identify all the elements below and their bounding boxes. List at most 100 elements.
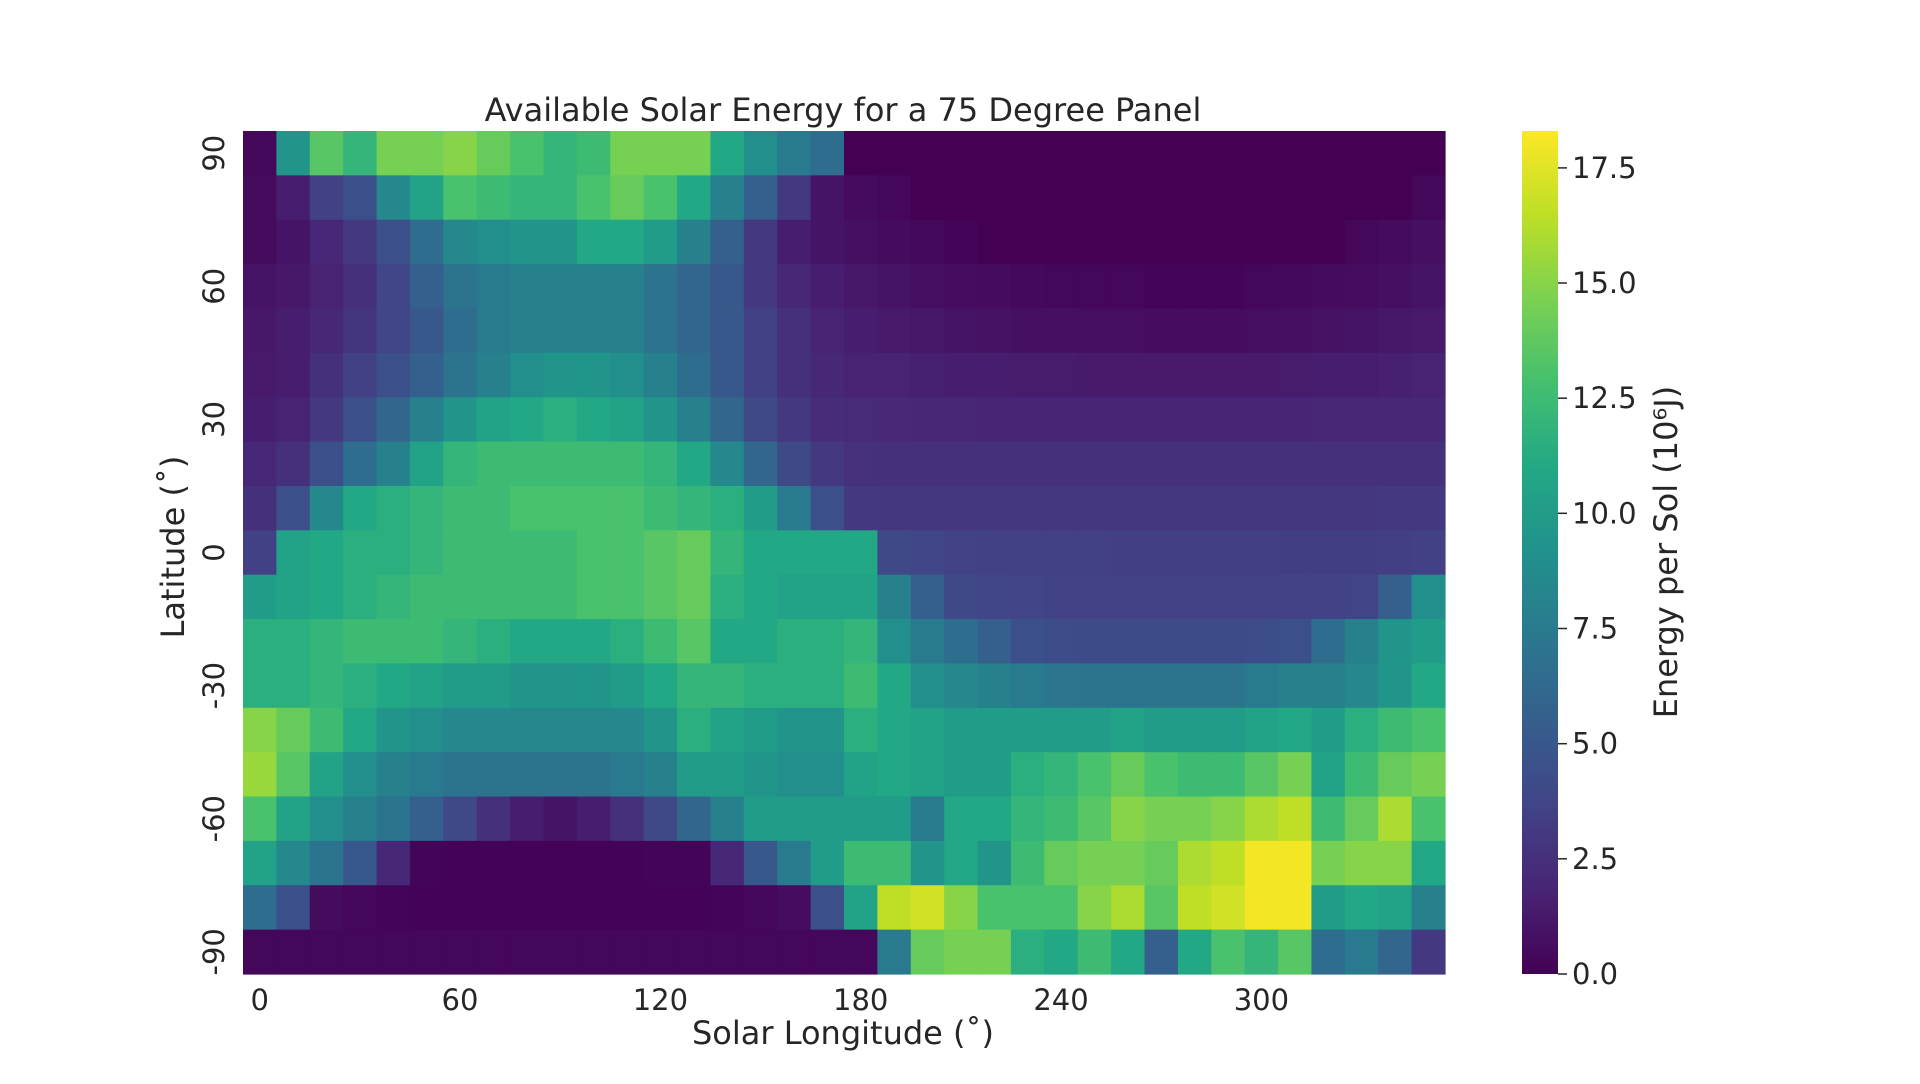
- heatmap-cell: [576, 441, 611, 487]
- heatmap-cell: [1211, 840, 1246, 886]
- heatmap-cell: [643, 663, 678, 709]
- heatmap-cell: [844, 175, 878, 221]
- heatmap-cell: [677, 663, 712, 709]
- heatmap-cell: [643, 619, 678, 665]
- heatmap-cell: [1411, 485, 1446, 531]
- heatmap-cell: [877, 574, 912, 620]
- heatmap-cell: [276, 131, 311, 176]
- heatmap-cell: [710, 352, 745, 398]
- heatmap-cell: [1177, 707, 1212, 753]
- heatmap-cell: [1278, 441, 1313, 487]
- heatmap-cell: [576, 530, 611, 576]
- heatmap-cell: [576, 840, 611, 886]
- heatmap-cell: [643, 219, 678, 265]
- heatmap-cell: [710, 485, 745, 531]
- heatmap-cell: [376, 131, 411, 176]
- heatmap-cell: [710, 219, 745, 265]
- heatmap-cell: [243, 441, 277, 487]
- heatmap-cell: [276, 264, 311, 310]
- heatmap-cell: [710, 131, 745, 176]
- heatmap-cell: [1144, 352, 1179, 398]
- heatmap-cell: [944, 752, 979, 798]
- heatmap-cell: [1010, 352, 1045, 398]
- heatmap-cell: [1378, 752, 1413, 798]
- heatmap-cell: [543, 441, 578, 487]
- heatmap-cell: [643, 530, 678, 576]
- heatmap-cell: [777, 663, 812, 709]
- heatmap-cell: [1177, 752, 1212, 798]
- heatmap-cell: [1077, 619, 1112, 665]
- heatmap-cell: [443, 131, 478, 176]
- heatmap-cell: [1077, 530, 1112, 576]
- heatmap-cell: [1378, 352, 1413, 398]
- heatmap-cell: [1344, 796, 1379, 842]
- heatmap-cell: [576, 397, 611, 443]
- heatmap-cell: [1044, 131, 1079, 176]
- heatmap-cell: [1244, 352, 1279, 398]
- heatmap-cell: [1010, 485, 1045, 531]
- heatmap-cell: [1144, 840, 1179, 886]
- heatmap-cell: [877, 707, 912, 753]
- heatmap-cell: [1344, 707, 1379, 753]
- heatmap-cell: [610, 219, 645, 265]
- heatmap-cell: [1044, 752, 1079, 798]
- heatmap-cell: [1010, 131, 1045, 176]
- heatmap-cell: [743, 352, 778, 398]
- heatmap-cell: [1311, 352, 1346, 398]
- heatmap-cell: [1278, 308, 1313, 354]
- heatmap-cell: [643, 752, 678, 798]
- heatmap-cell: [977, 264, 1012, 310]
- heatmap-cell: [777, 752, 812, 798]
- heatmap-cell: [643, 352, 678, 398]
- heatmap-cell: [710, 530, 745, 576]
- y-axis-ticks: 90 60 30 0 -30 -60 -90: [197, 135, 231, 976]
- heatmap-cell: [409, 619, 444, 665]
- heatmap-cell: [476, 929, 511, 975]
- heatmap-cell: [1211, 619, 1246, 665]
- heatmap-cell: [743, 929, 778, 975]
- heatmap-cell: [476, 308, 511, 354]
- heatmap-cell: [1378, 574, 1413, 620]
- heatmap-cell: [576, 929, 611, 975]
- heatmap-cell: [844, 441, 878, 487]
- heatmap-cell: [376, 352, 411, 398]
- heatmap-cell: [1378, 885, 1413, 931]
- heatmap-cell: [710, 663, 745, 709]
- heatmap-cell: [1144, 885, 1179, 931]
- heatmap-cell: [1378, 663, 1413, 709]
- heatmap-cell: [243, 885, 277, 931]
- heatmap-cell: [1077, 308, 1112, 354]
- heatmap-cell: [910, 796, 945, 842]
- heatmap-cell: [1378, 619, 1413, 665]
- heatmap-cell: [376, 264, 411, 310]
- heatmap-cell: [777, 264, 812, 310]
- heatmap-cell: [1278, 485, 1313, 531]
- heatmap-cell: [877, 663, 912, 709]
- heatmap-cell: [677, 796, 712, 842]
- heatmap-cell: [610, 885, 645, 931]
- heatmap-cell: [910, 663, 945, 709]
- heatmap-cell: [677, 929, 712, 975]
- heatmap-cell: [1311, 441, 1346, 487]
- heatmap-cell: [810, 574, 845, 620]
- heatmap-cell: [910, 441, 945, 487]
- heatmap-cell: [376, 175, 411, 221]
- heatmap-cell: [476, 175, 511, 221]
- colorbar-ticks: 0.0 2.5 5.0 7.5 10.0 12.5 15.0 17.5: [1558, 151, 1637, 991]
- heatmap-cell: [1177, 485, 1212, 531]
- heatmap-cell: [1044, 663, 1079, 709]
- heatmap-cell: [643, 885, 678, 931]
- heatmap-cell: [1044, 485, 1079, 531]
- colorbar-tick-label: 5.0: [1572, 727, 1618, 761]
- heatmap-cell: [510, 441, 545, 487]
- heatmap-cell: [944, 530, 979, 576]
- heatmap-cell: [710, 175, 745, 221]
- heatmap-cell: [1211, 441, 1246, 487]
- heatmap-cell: [543, 619, 578, 665]
- heatmap-cell: [543, 752, 578, 798]
- heatmap-cell: [1077, 131, 1112, 176]
- heatmap-cell: [1111, 131, 1146, 176]
- heatmap-cell: [1378, 131, 1413, 176]
- heatmap-cell: [777, 885, 812, 931]
- heatmap-cell: [910, 619, 945, 665]
